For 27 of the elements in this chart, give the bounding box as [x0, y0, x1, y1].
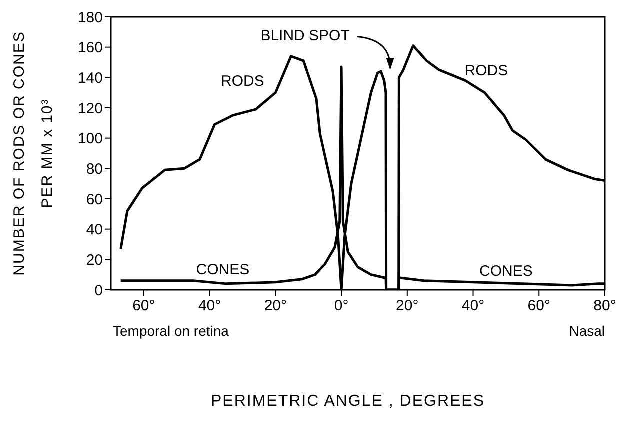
y-tick-label: 0 [94, 282, 103, 300]
annotation: BLIND SPOT [260, 28, 350, 45]
y-tick-label: 40 [86, 222, 103, 239]
y-tick-label: 20 [86, 252, 103, 269]
x-tick-label: 60° [528, 298, 550, 315]
x-tick-label: 40° [198, 298, 222, 315]
y-tick-label: 160 [78, 40, 103, 57]
x-tick-label: 0° [334, 298, 349, 315]
y-tick-label: 80 [86, 160, 103, 178]
x-tick-label: 60° [132, 298, 156, 315]
y-tick-label: 180 [78, 9, 103, 26]
y-tick-label: 140 [78, 70, 103, 87]
x-tick-label: 20° [264, 298, 288, 315]
text: RODS [221, 73, 264, 90]
y-tick-label: 60 [86, 191, 103, 208]
text: CONES [196, 261, 250, 278]
x-axis-title: PERIMETRIC ANGLE , DEGREES [210, 393, 486, 410]
y-tick-label: 120 [78, 100, 103, 118]
text: Temporal on retina [113, 323, 230, 339]
y-tick-label: 100 [78, 130, 103, 148]
x-tick-label: 20° [396, 298, 419, 315]
x-tick-label: 40° [462, 298, 485, 315]
x-tick-label: 80° [594, 298, 616, 315]
series-label: RODS [464, 62, 508, 80]
y-axis-title: NUMBER OF RODS OR CONES PER MM x 10³ [11, 31, 56, 276]
series-label: CONES [480, 262, 533, 280]
text: Nasal [569, 323, 605, 339]
